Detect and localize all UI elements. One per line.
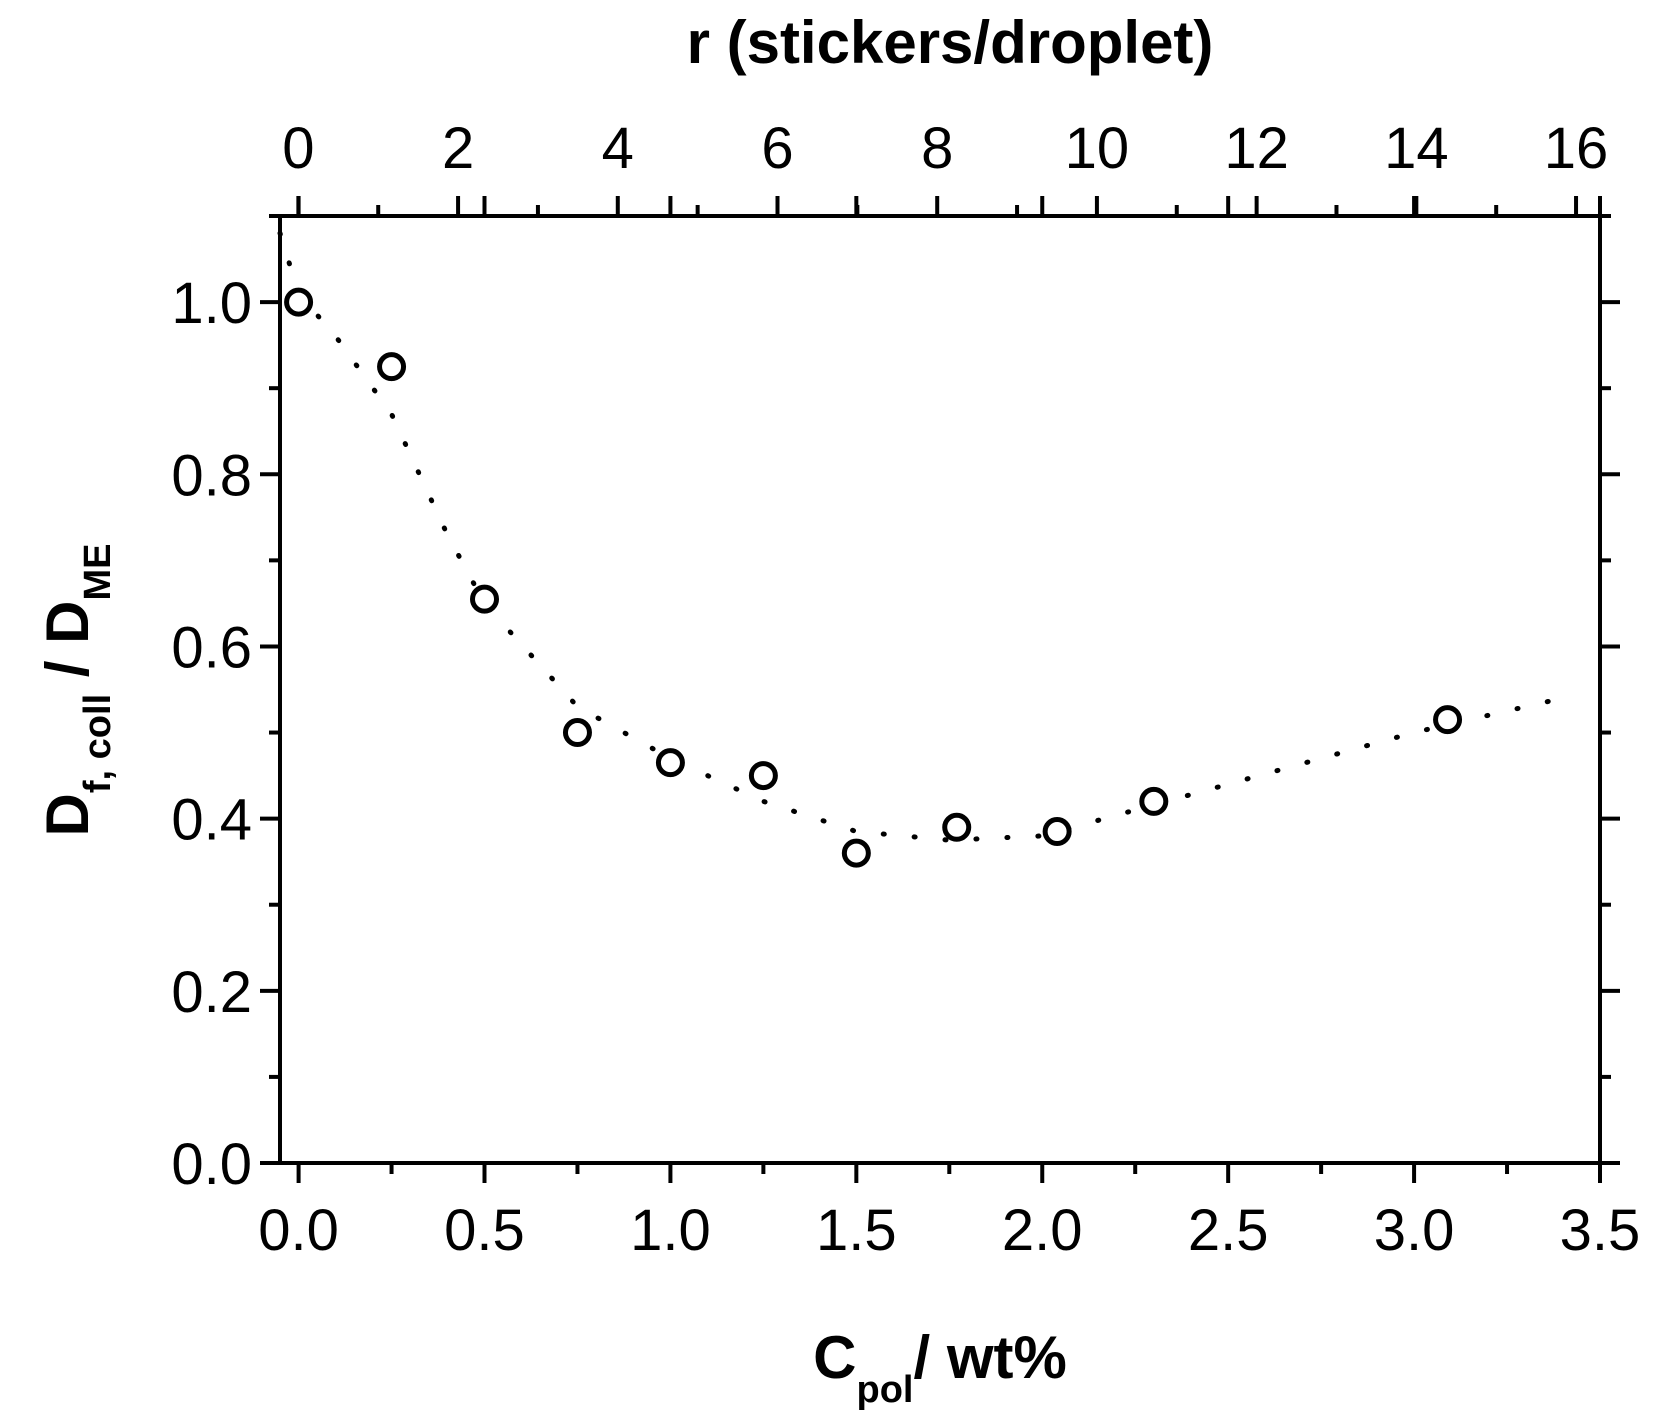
x2-tick-label: 0	[282, 116, 314, 181]
x-tick-label: 2.0	[1002, 1198, 1083, 1263]
x2-tick-label: 16	[1544, 116, 1609, 181]
x-tick-label: 2.5	[1188, 1198, 1269, 1263]
y-axis-title-mid: / D	[34, 601, 101, 694]
data-point	[748, 761, 778, 791]
data-point	[942, 812, 972, 842]
tick-labels-layer: 0.0 0.5 1.0 1.5 2.0 2.5 3.0 3.5 0 2 4 6 8 10 12 14 16 0.0…	[171, 116, 1640, 1263]
fit-curve-layer	[277, 230, 1566, 843]
data-point	[841, 838, 871, 868]
y-tick-label: 0.4	[171, 788, 252, 853]
y-axis-title-sub2: ME	[77, 544, 119, 601]
y-tick-label: 1.0	[171, 271, 252, 336]
x-tick-label: 3.0	[1374, 1198, 1455, 1263]
x2-tick-label: 12	[1224, 116, 1289, 181]
plot-frame	[278, 214, 1602, 1165]
data-point	[377, 352, 407, 382]
x2-tick-label: 4	[602, 116, 634, 181]
fit-curve	[277, 230, 1566, 843]
x-axis-title-main: C	[813, 1324, 856, 1391]
x-tick-label: 1.0	[630, 1198, 711, 1263]
data-point	[1139, 786, 1169, 816]
x-tick-label: 0.5	[444, 1198, 525, 1263]
data-point	[470, 584, 500, 614]
y-tick-label: 0.8	[171, 443, 252, 508]
y-axis-title-main1: D	[34, 793, 101, 836]
x-tick-label: 1.5	[816, 1198, 897, 1263]
x-axis-title-sub: pol	[857, 1369, 914, 1411]
x-axis-title: Cpol/ wt%	[813, 1324, 1067, 1411]
x-tick-label: 0.0	[258, 1198, 339, 1263]
data-points-layer	[284, 287, 1463, 868]
x2-tick-label: 2	[442, 116, 474, 181]
x-axis-title-rest: / wt%	[913, 1324, 1066, 1391]
data-point	[1042, 817, 1072, 847]
y-axis-title-sub1: f, coll	[77, 694, 119, 793]
x2-tick-label: 8	[921, 116, 953, 181]
y-axis-title: Df, coll / DME	[34, 544, 119, 837]
data-point	[655, 748, 685, 778]
data-point	[284, 287, 314, 317]
y-tick-label: 0.0	[171, 1132, 252, 1197]
y-tick-label: 0.2	[171, 960, 252, 1025]
x2-tick-label: 6	[761, 116, 793, 181]
x-tick-label: 3.5	[1560, 1198, 1641, 1263]
data-point	[1433, 705, 1463, 735]
x2-axis-title: r (stickers/droplet)	[687, 9, 1214, 76]
y-tick-label: 0.6	[171, 615, 252, 680]
data-point	[562, 718, 592, 748]
x2-tick-label: 10	[1065, 116, 1130, 181]
tick-marks-layer	[260, 196, 1620, 1183]
x2-tick-label: 14	[1384, 116, 1449, 181]
